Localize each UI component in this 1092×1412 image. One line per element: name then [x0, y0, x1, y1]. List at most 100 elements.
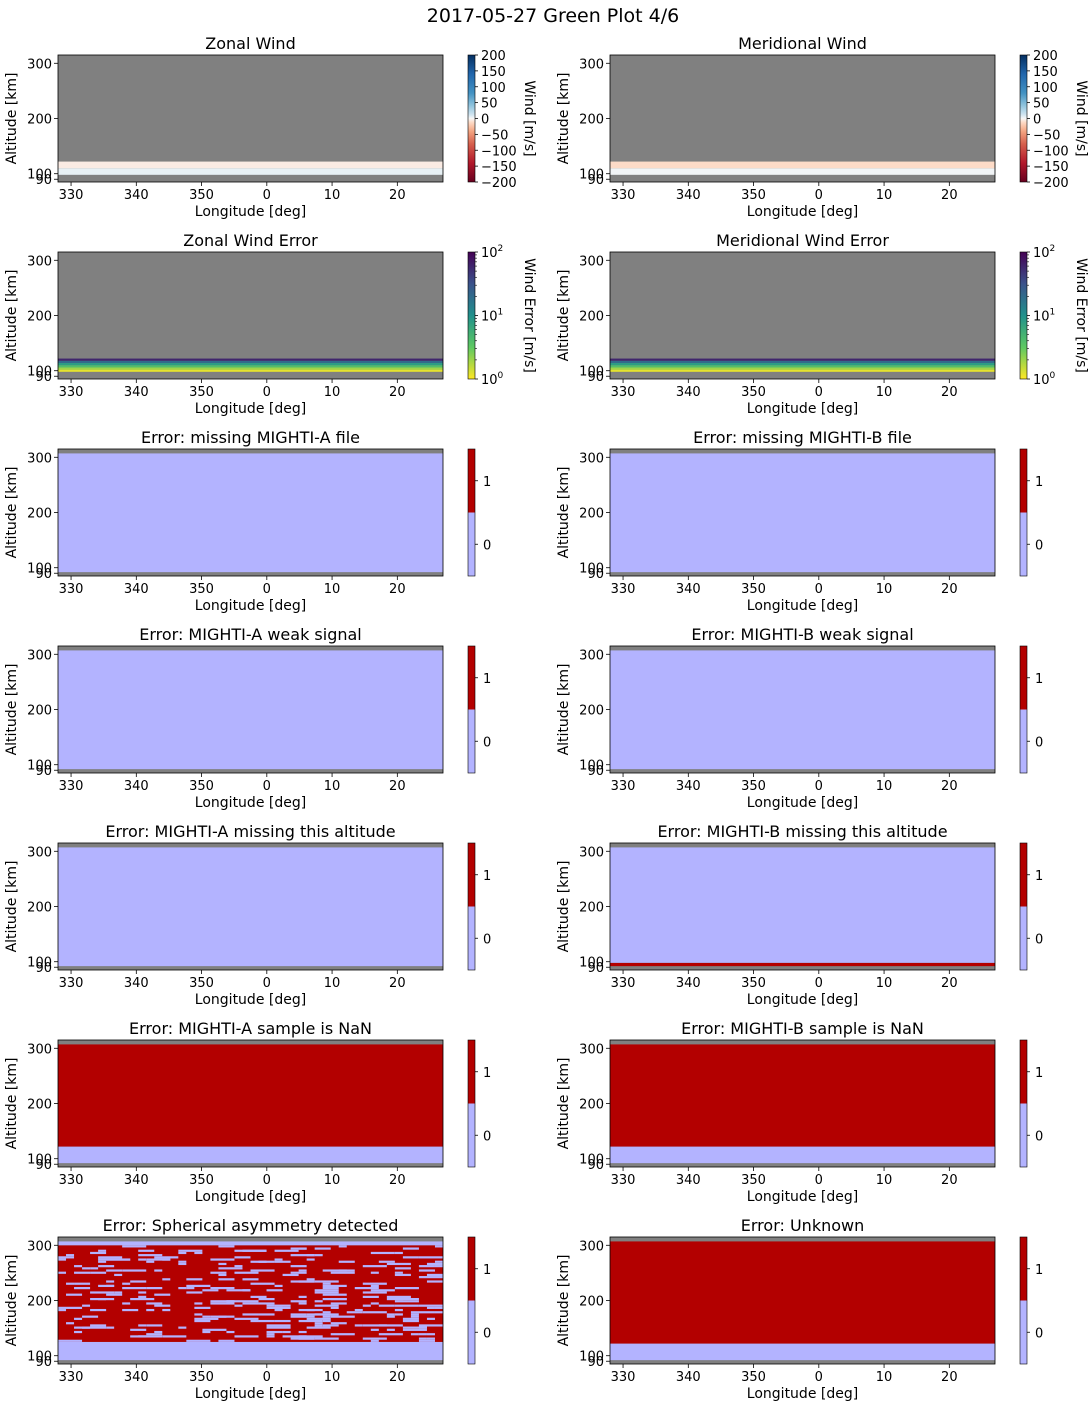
colorbar-segment	[468, 1237, 475, 1301]
colorbar-gradient	[467, 54, 476, 183]
data-cell	[138, 1324, 147, 1327]
x-tick-label: 10	[876, 1370, 893, 1385]
data-cell	[106, 1326, 115, 1329]
data-cell	[402, 1256, 419, 1259]
colorbar-tick-label: 0	[483, 1326, 491, 1341]
colorbar-segment	[1020, 1040, 1027, 1104]
panel-title: Error: missing MIGHTI-A file	[141, 428, 360, 447]
data-cell	[58, 1308, 67, 1312]
x-tick-label: 340	[124, 188, 149, 203]
y-tick-label: 200	[579, 1098, 604, 1113]
data-cell	[290, 1265, 307, 1268]
panel-mighti-b-sample-nan: Error: MIGHTI-B sample is NaN 330 340 350 0 1…	[556, 1019, 1043, 1205]
data-cell	[394, 1297, 419, 1301]
data-cell	[394, 1300, 419, 1303]
data-cell	[338, 1245, 347, 1248]
data-cell	[314, 1247, 331, 1250]
data-cell	[418, 1276, 443, 1279]
data-cell	[434, 1265, 443, 1268]
data-cell	[162, 1335, 187, 1338]
data-cell	[82, 1326, 107, 1329]
colorbar-tick-label: 1	[1035, 1263, 1043, 1278]
data-cell	[146, 1302, 163, 1305]
data-cell	[130, 1280, 147, 1283]
data-cell	[154, 1304, 171, 1307]
y-tick-label: 100	[579, 1350, 604, 1365]
data-cell	[258, 1313, 275, 1316]
x-tick-label: 0	[815, 1173, 823, 1188]
data-cell	[202, 1330, 211, 1334]
panel-title: Error: missing MIGHTI-B file	[693, 428, 912, 447]
y-tick-label: 300	[579, 57, 604, 72]
data-cell	[186, 1284, 211, 1288]
data-band	[610, 1146, 995, 1164]
data-cell	[146, 1324, 163, 1327]
data-cell	[394, 1267, 411, 1270]
x-tick-label: 0	[815, 1370, 823, 1385]
y-tick-label: 90	[35, 370, 52, 385]
data-cell	[266, 1289, 283, 1292]
data-cell	[178, 1262, 187, 1266]
data-cell	[250, 1300, 259, 1303]
data-band	[610, 367, 995, 370]
y-tick-label: 300	[27, 845, 52, 860]
y-tick-label: 300	[27, 254, 52, 269]
x-tick-label: 350	[189, 582, 214, 597]
data-cell	[322, 1284, 347, 1288]
panel-title: Error: MIGHTI-B weak signal	[691, 625, 913, 644]
data-band	[58, 1341, 443, 1361]
data-cell	[394, 1251, 403, 1255]
y-tick-label: 100	[27, 168, 52, 183]
colorbar-label: Wind [m/s]	[521, 80, 537, 156]
colorbar-tick-label: 0	[483, 1129, 491, 1144]
data-cell	[122, 1258, 131, 1261]
data-cell	[226, 1289, 251, 1292]
data-cell	[130, 1328, 147, 1331]
nodata-background	[58, 55, 443, 182]
x-tick-label: 350	[189, 1173, 214, 1188]
data-cell	[306, 1326, 331, 1329]
x-axis-label: Longitude [deg]	[195, 401, 306, 417]
data-cell	[162, 1258, 171, 1261]
colorbar-tick-label: 1	[1035, 869, 1043, 884]
colorbar-tick-label: 100	[1033, 371, 1056, 388]
y-tick-label: 90	[35, 1355, 52, 1370]
data-cell	[178, 1326, 187, 1329]
data-cell	[234, 1271, 259, 1274]
data-cell	[82, 1304, 91, 1307]
panel-title: Error: MIGHTI-A weak signal	[139, 625, 362, 644]
data-cell	[266, 1335, 275, 1338]
x-tick-label: 330	[59, 385, 84, 400]
data-cell	[362, 1295, 379, 1298]
data-cell	[122, 1282, 131, 1285]
data-cell	[82, 1267, 91, 1270]
x-axis-label: Longitude [deg]	[747, 204, 858, 220]
y-tick-label: 90	[35, 764, 52, 779]
data-cell	[322, 1311, 331, 1314]
colorbar-tick-label: 100	[481, 371, 504, 388]
data-cell	[418, 1339, 435, 1342]
data-cell	[426, 1333, 435, 1336]
data-cell	[114, 1273, 123, 1277]
colorbar-gradient	[1019, 54, 1028, 183]
panel-title: Error: Spherical asymmetry detected	[103, 1216, 399, 1235]
data-cell	[138, 1291, 147, 1294]
data-band	[58, 168, 443, 175]
panel-title: Meridional Wind Error	[716, 231, 889, 250]
y-tick-label: 300	[579, 1239, 604, 1254]
x-tick-label: 340	[124, 779, 149, 794]
y-tick-label: 200	[579, 901, 604, 916]
y-tick-label: 300	[579, 451, 604, 466]
data-cell	[58, 1271, 67, 1274]
y-tick-label: 90	[587, 961, 604, 976]
data-band	[58, 365, 443, 368]
data-cell	[314, 1322, 323, 1325]
y-tick-label: 300	[27, 451, 52, 466]
y-tick-label: 200	[579, 704, 604, 719]
nodata-background	[610, 252, 995, 379]
colorbar-segment	[468, 449, 475, 513]
data-cell	[218, 1278, 235, 1281]
data-cell	[298, 1337, 315, 1340]
data-cell	[138, 1254, 163, 1257]
